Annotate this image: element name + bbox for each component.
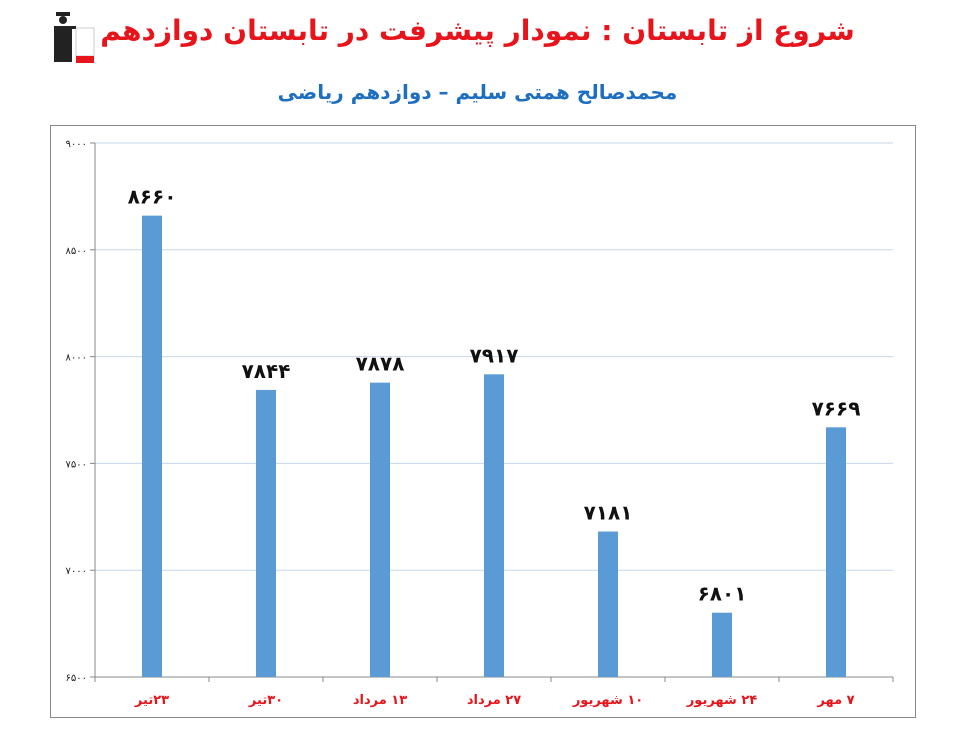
page-title: شروع از تابستان : نمودار پیشرفت در تابست… xyxy=(100,14,855,47)
bar xyxy=(598,531,618,677)
y-tick-label: ۶۵۰۰ xyxy=(66,673,87,684)
data-label: ۷۹۱۷ xyxy=(470,343,519,367)
bar xyxy=(826,427,846,677)
bar xyxy=(142,215,162,677)
y-tick-label: ۸۰۰۰ xyxy=(66,353,87,364)
x-tick-label: ۱۰ شهریور xyxy=(572,693,643,708)
data-label: ۶۸۰۱ xyxy=(698,582,747,606)
x-tick-label: ۲۳تیر xyxy=(134,693,169,708)
data-label: ۷۸۷۸ xyxy=(356,352,405,376)
data-label: ۷۸۴۴ xyxy=(242,359,291,383)
bar xyxy=(370,382,390,677)
y-tick-label: ۹۰۰۰ xyxy=(66,139,87,150)
logo-icon xyxy=(54,12,95,63)
y-tick-label: ۷۵۰۰ xyxy=(66,459,87,470)
x-tick-label: ۲۷ مرداد xyxy=(467,693,521,708)
y-tick-label: ۷۰۰۰ xyxy=(66,566,87,577)
data-label: ۸۶۶۰ xyxy=(128,185,177,209)
x-tick-label: ۱۳ مرداد xyxy=(353,693,407,708)
bar xyxy=(484,374,504,677)
bar xyxy=(712,612,732,677)
data-label: ۷۶۶۹ xyxy=(812,396,861,420)
data-label: ۷۱۸۱ xyxy=(584,501,633,525)
page-subtitle: محمدصالح همتی سلیم – دوازدهم ریاضی xyxy=(277,80,678,104)
x-tick-label: ۷ مهر xyxy=(816,693,854,708)
x-tick-label: ۲۴ شهریور xyxy=(686,693,757,708)
chart-frame xyxy=(50,125,916,718)
y-tick-label: ۸۵۰۰ xyxy=(66,246,87,257)
bar xyxy=(256,389,276,677)
x-tick-label: ۳۰تیر xyxy=(248,693,283,708)
